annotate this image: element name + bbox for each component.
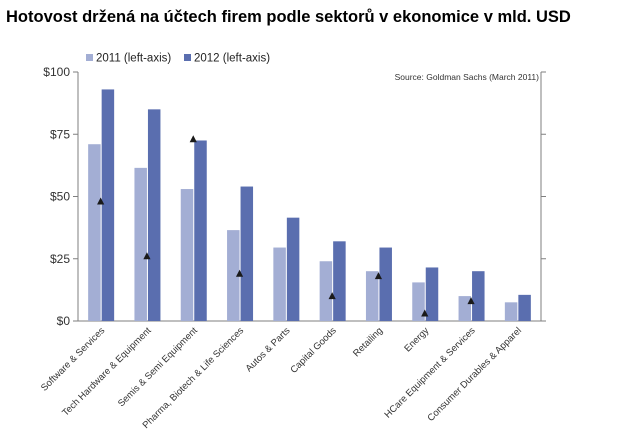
bar-2012 bbox=[425, 267, 439, 321]
bar-2012 bbox=[286, 217, 300, 321]
bar-2012 bbox=[379, 247, 392, 321]
y-tick-label: $0 bbox=[57, 314, 71, 328]
bar-2011 bbox=[180, 189, 194, 321]
legend-label: 2011 (left-axis) bbox=[96, 53, 171, 65]
triangle-marker bbox=[467, 297, 475, 305]
triangle-marker bbox=[374, 272, 383, 280]
bar-2011 bbox=[458, 296, 472, 321]
bar-2012 bbox=[333, 241, 346, 321]
chart-legend: 2011 (left-axis) 2012 (left-axis) bbox=[86, 53, 270, 65]
bar-2011 bbox=[504, 302, 518, 321]
bar-2011 bbox=[412, 282, 425, 321]
bar-2012 bbox=[101, 89, 115, 322]
source-note: Source: Goldman Sachs (March 2011) bbox=[395, 72, 540, 82]
bar-2012 bbox=[147, 109, 161, 321]
bar-2011 bbox=[365, 271, 379, 321]
y-tick-label: $75 bbox=[50, 127, 70, 141]
bar-2012 bbox=[518, 294, 531, 321]
y-tick-label: $25 bbox=[50, 252, 70, 266]
y-tick-label: $50 bbox=[50, 190, 70, 204]
bar-2012 bbox=[240, 186, 254, 321]
x-category-label: Pharma, Biotech & Life Sciences bbox=[141, 325, 247, 431]
x-category-label: Capital Goods bbox=[288, 325, 339, 376]
triangle-marker bbox=[421, 309, 429, 317]
x-category-label: Retailing bbox=[351, 325, 385, 359]
bar-2012 bbox=[194, 140, 207, 321]
x-category-label: Tech Hardware & Equipment bbox=[60, 325, 154, 419]
x-category-label: Semis & Semi Equipment bbox=[116, 325, 200, 409]
bar-2011 bbox=[88, 144, 101, 321]
triangle-marker bbox=[189, 135, 197, 143]
triangle-marker bbox=[328, 292, 336, 300]
triangle-marker bbox=[235, 269, 244, 277]
x-category-label: Consumer Durables & Apparel bbox=[425, 325, 524, 424]
chart-markers bbox=[97, 135, 475, 317]
page-title: Hotovost držená na účtech firem podle se… bbox=[6, 8, 571, 26]
bar-2011 bbox=[134, 167, 147, 321]
bar-2011 bbox=[273, 247, 286, 321]
y-axis-ticks: $0 $25 $50 $75 $100 bbox=[43, 65, 546, 328]
legend-swatch bbox=[184, 54, 191, 61]
x-category-label: HCare Equipment & Services bbox=[383, 325, 478, 420]
x-category-label: Autos & Parts bbox=[244, 325, 293, 374]
x-category-label: Energy bbox=[402, 325, 431, 354]
bar-2011 bbox=[227, 230, 240, 321]
triangle-marker bbox=[97, 197, 105, 205]
chart-bars bbox=[88, 89, 531, 322]
legend-swatch bbox=[86, 54, 93, 61]
chart-axes bbox=[77, 72, 542, 322]
bar-2012 bbox=[472, 271, 485, 321]
bar-2011 bbox=[319, 261, 333, 321]
legend-label: 2012 (left-axis) bbox=[194, 53, 270, 65]
y-tick-label: $100 bbox=[43, 65, 70, 79]
triangle-marker bbox=[143, 252, 151, 260]
